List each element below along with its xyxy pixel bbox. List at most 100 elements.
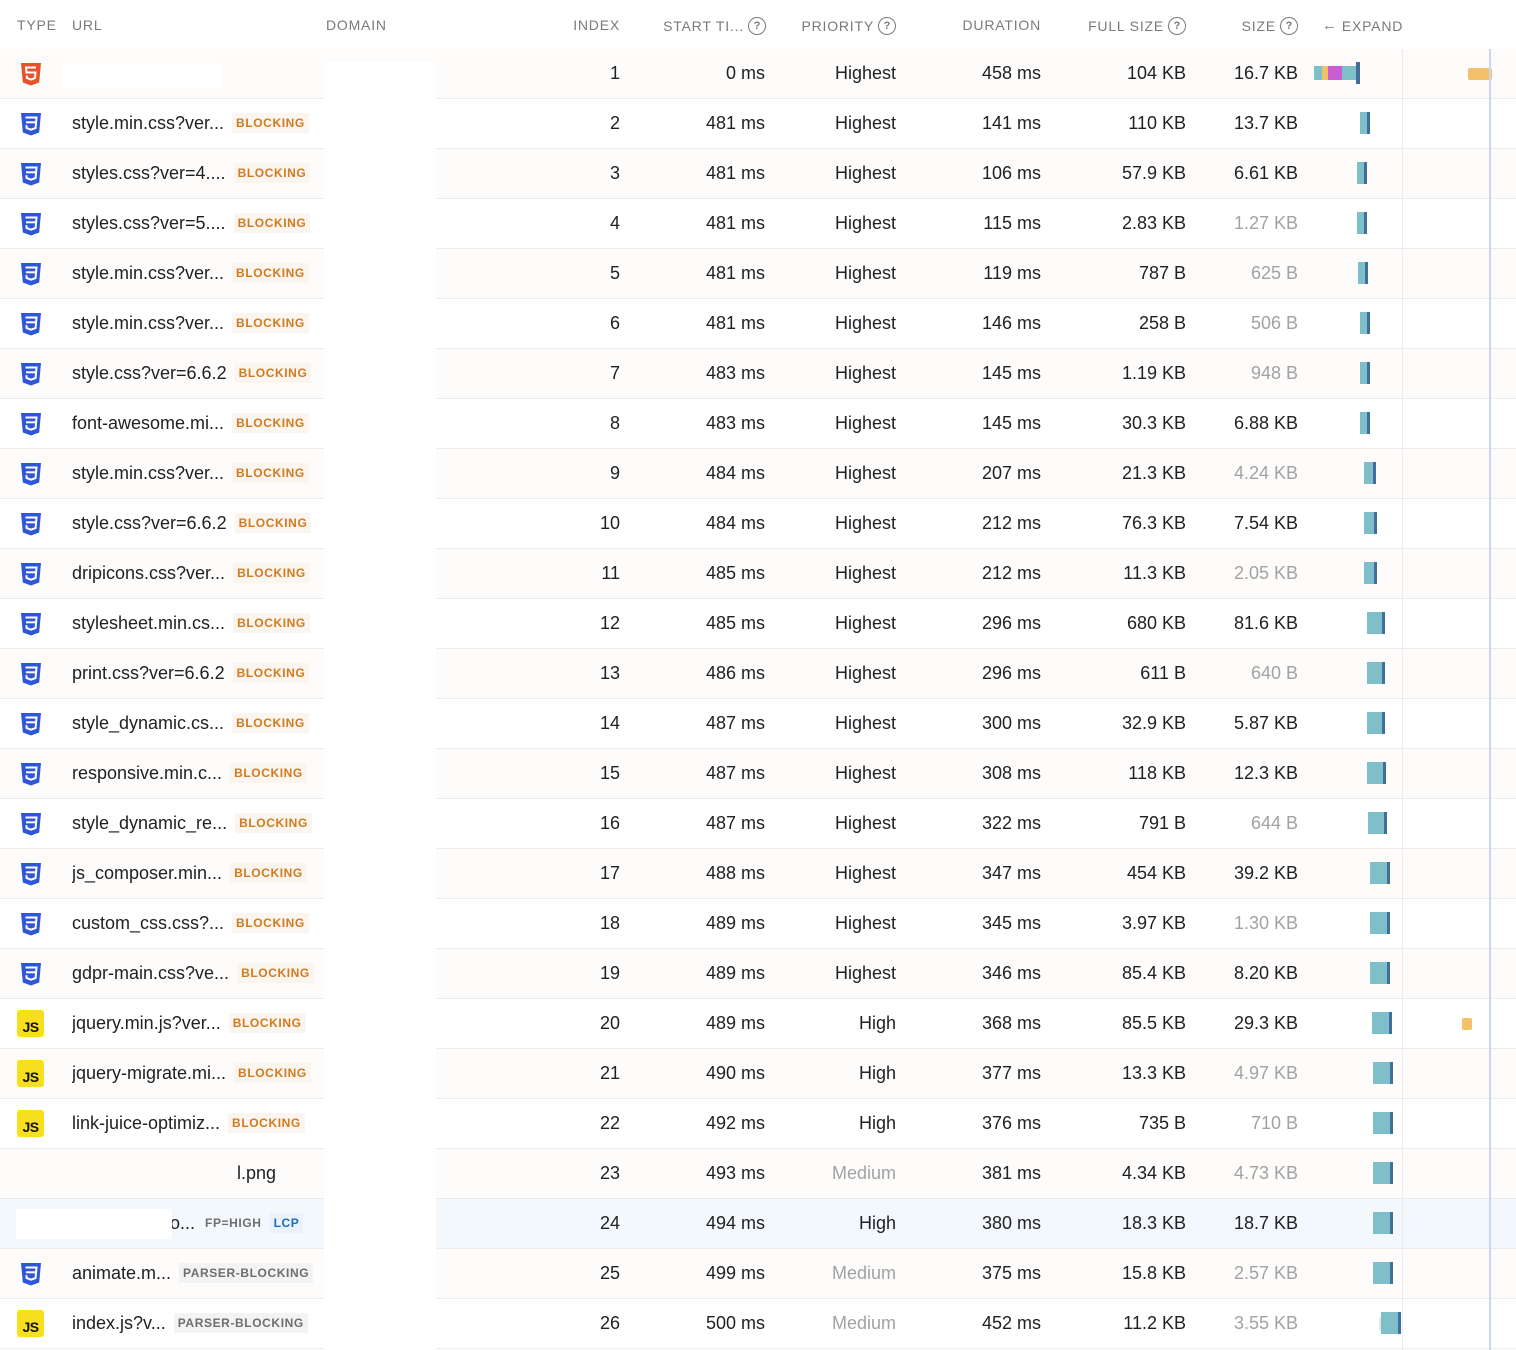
timeline-event-marker: [1462, 1018, 1472, 1030]
table-row[interactable]: print.css?ver=6.6.2 BLOCKING 13 486 ms Highe…: [0, 649, 1516, 699]
url-cell[interactable]: responsive.min.c... BLOCKING: [72, 749, 324, 798]
waterfall-bar[interactable]: [1371, 1012, 1392, 1034]
url-cell[interactable]: o... FP=HIGH LCP: [170, 1199, 324, 1248]
url-cell[interactable]: jquery.min.js?ver... BLOCKING: [72, 999, 324, 1048]
waterfall-bar[interactable]: [1369, 912, 1390, 934]
waterfall-bar[interactable]: [1357, 262, 1368, 284]
waterfall-bar[interactable]: [1360, 412, 1371, 434]
url-cell[interactable]: l.png: [72, 1149, 276, 1198]
column-header-domain[interactable]: DOMAIN: [326, 17, 387, 33]
js-file-icon: JS: [17, 1010, 44, 1037]
column-header-duration[interactable]: DURATION: [962, 17, 1041, 33]
waterfall-bar[interactable]: [1360, 362, 1371, 384]
column-header-start-time[interactable]: START TI... ?: [630, 17, 766, 35]
url-cell[interactable]: custom_css.css?... BLOCKING: [72, 899, 324, 948]
waterfall-bar[interactable]: [1373, 1262, 1394, 1284]
waterfall-bar[interactable]: [1367, 812, 1388, 834]
table-row[interactable]: js_composer.min... BLOCKING 17 488 ms Highes…: [0, 849, 1516, 899]
url-cell[interactable]: index.js?v... PARSER-BLOCKING: [72, 1299, 324, 1348]
url-cell[interactable]: print.css?ver=6.6.2 BLOCKING: [72, 649, 324, 698]
column-header-size[interactable]: SIZE ?: [1200, 17, 1298, 35]
waterfall-bar[interactable]: [1363, 462, 1377, 484]
url-cell[interactable]: animate.m... PARSER-BLOCKING: [72, 1249, 324, 1298]
url-cell[interactable]: style.min.css?ver... BLOCKING: [72, 249, 324, 298]
table-row[interactable]: responsive.min.c... BLOCKING 15 487 ms Highe…: [0, 749, 1516, 799]
url-cell[interactable]: style.css?ver=6.6.2 BLOCKING: [72, 349, 324, 398]
arrow-left-icon: ←: [1322, 17, 1338, 34]
waterfall-bar[interactable]: [1372, 1062, 1393, 1084]
column-header-priority[interactable]: PRIORITY ?: [780, 17, 896, 35]
url-cell[interactable]: styles.css?ver=4.... BLOCKING: [72, 149, 324, 198]
waterfall-bar[interactable]: [1364, 562, 1377, 584]
table-row[interactable]: o... FP=HIGH LCP 24 494 ms High 380 ms 18.3 KB 1…: [0, 1199, 1516, 1249]
url-cell[interactable]: gdpr-main.css?ve... BLOCKING: [72, 949, 324, 998]
waterfall-bar[interactable]: [1367, 762, 1386, 784]
column-header-index[interactable]: INDEX: [573, 17, 620, 33]
lcp-badge: LCP: [269, 1213, 304, 1234]
table-row[interactable]: style.css?ver=6.6.2 BLOCKING 7 483 ms Highes…: [0, 349, 1516, 399]
waterfall-bar[interactable]: [1366, 662, 1385, 684]
expand-button[interactable]: ← EXPAND: [1322, 17, 1404, 34]
table-row[interactable]: stylesheet.min.cs... BLOCKING 12 485 ms High…: [0, 599, 1516, 649]
column-header-url[interactable]: URL: [72, 17, 103, 33]
column-header-type[interactable]: TYPE: [17, 17, 57, 33]
url-cell[interactable]: style.min.css?ver... BLOCKING: [72, 449, 324, 498]
table-row[interactable]: styles.css?ver=5.... BLOCKING 4 481 ms Highe…: [0, 199, 1516, 249]
table-row[interactable]: custom_css.css?... BLOCKING 18 489 ms Highes…: [0, 899, 1516, 949]
url-cell[interactable]: style.css?ver=6.6.2 BLOCKING: [72, 499, 324, 548]
url-text: index.js?v...: [72, 1313, 166, 1333]
table-row[interactable]: style.min.css?ver... BLOCKING 9 484 ms Highe…: [0, 449, 1516, 499]
start-time-cell: 481 ms: [705, 213, 765, 233]
table-row[interactable]: animate.m... PARSER-BLOCKING 25 499 ms Mediu…: [0, 1249, 1516, 1299]
waterfall-bar[interactable]: [1369, 862, 1390, 884]
table-row[interactable]: styles.css?ver=4.... BLOCKING 3 481 ms Highe…: [0, 149, 1516, 199]
url-cell[interactable]: jquery-migrate.mi... BLOCKING: [72, 1049, 324, 1098]
table-row[interactable]: JS link-juice-optimiz... BLOCKING 22 492 ms H…: [0, 1099, 1516, 1149]
table-row[interactable]: style.css?ver=6.6.2 BLOCKING 10 484 ms Highe…: [0, 499, 1516, 549]
waterfall-bar[interactable]: [1359, 112, 1370, 134]
help-icon[interactable]: ?: [748, 17, 766, 35]
table-row[interactable]: style_dynamic.cs... BLOCKING 14 487 ms Highe…: [0, 699, 1516, 749]
table-row[interactable]: style.min.css?ver... BLOCKING 5 481 ms Highe…: [0, 249, 1516, 299]
url-cell[interactable]: styles.css?ver=5.... BLOCKING: [72, 199, 324, 248]
table-row[interactable]: 1 0 ms Highest 458 ms 104 KB 16.7 KB: [0, 49, 1516, 99]
table-row[interactable]: JS index.js?v... PARSER-BLOCKING 26 500 ms Me…: [0, 1299, 1516, 1349]
table-row[interactable]: font-awesome.mi... BLOCKING 8 483 ms Highest…: [0, 399, 1516, 449]
waterfall-bar[interactable]: [1373, 1212, 1394, 1234]
waterfall-bar[interactable]: [1369, 962, 1390, 984]
column-header-full-size[interactable]: FULL SIZE ?: [1060, 17, 1186, 35]
url-cell[interactable]: dripicons.css?ver... BLOCKING: [72, 549, 324, 598]
table-row[interactable]: style.min.css?ver... BLOCKING 2 481 ms Highe…: [0, 99, 1516, 149]
help-icon[interactable]: ?: [1168, 17, 1186, 35]
table-row[interactable]: gdpr-main.css?ve... BLOCKING 19 489 ms Highe…: [0, 949, 1516, 999]
help-icon[interactable]: ?: [1280, 17, 1298, 35]
index-cell: 2: [609, 113, 620, 133]
waterfall-bar[interactable]: [1366, 612, 1385, 634]
table-row[interactable]: l.png 23 493 ms Medium 381 ms 4.34 KB 4.73 KB: [0, 1149, 1516, 1199]
url-cell[interactable]: stylesheet.min.cs... BLOCKING: [72, 599, 324, 648]
table-row[interactable]: dripicons.css?ver... BLOCKING 11 485 ms High…: [0, 549, 1516, 599]
waterfall-bar-end: [1390, 1162, 1394, 1184]
url-cell[interactable]: font-awesome.mi... BLOCKING: [72, 399, 324, 448]
waterfall-bar[interactable]: [1360, 312, 1371, 334]
url-cell[interactable]: style_dynamic.cs... BLOCKING: [72, 699, 324, 748]
table-row[interactable]: style_dynamic_re... BLOCKING 16 487 ms Highe…: [0, 799, 1516, 849]
waterfall-bar[interactable]: [1380, 1312, 1401, 1334]
waterfall-bar[interactable]: [1372, 1112, 1393, 1134]
waterfall-bar[interactable]: [1373, 1162, 1394, 1184]
url-cell[interactable]: js_composer.min... BLOCKING: [72, 849, 324, 898]
table-row[interactable]: style.min.css?ver... BLOCKING 6 481 ms Highe…: [0, 299, 1516, 349]
waterfall-bar[interactable]: [1364, 512, 1377, 534]
duration-cell: 308 ms: [981, 763, 1041, 783]
waterfall-bar[interactable]: [1356, 162, 1367, 184]
help-icon[interactable]: ?: [878, 17, 896, 35]
url-cell[interactable]: link-juice-optimiz... BLOCKING: [72, 1099, 324, 1148]
url-cell[interactable]: style.min.css?ver... BLOCKING: [72, 99, 324, 148]
start-time-cell: 485 ms: [705, 613, 765, 633]
table-row[interactable]: JS jquery.min.js?ver... BLOCKING 20 489 ms Hi…: [0, 999, 1516, 1049]
url-cell[interactable]: style_dynamic_re... BLOCKING: [72, 799, 324, 848]
waterfall-bar[interactable]: [1367, 712, 1386, 734]
url-cell[interactable]: style.min.css?ver... BLOCKING: [72, 299, 324, 348]
waterfall-bar[interactable]: [1357, 212, 1368, 234]
table-row[interactable]: JS jquery-migrate.mi... BLOCKING 21 490 ms Hi…: [0, 1049, 1516, 1099]
